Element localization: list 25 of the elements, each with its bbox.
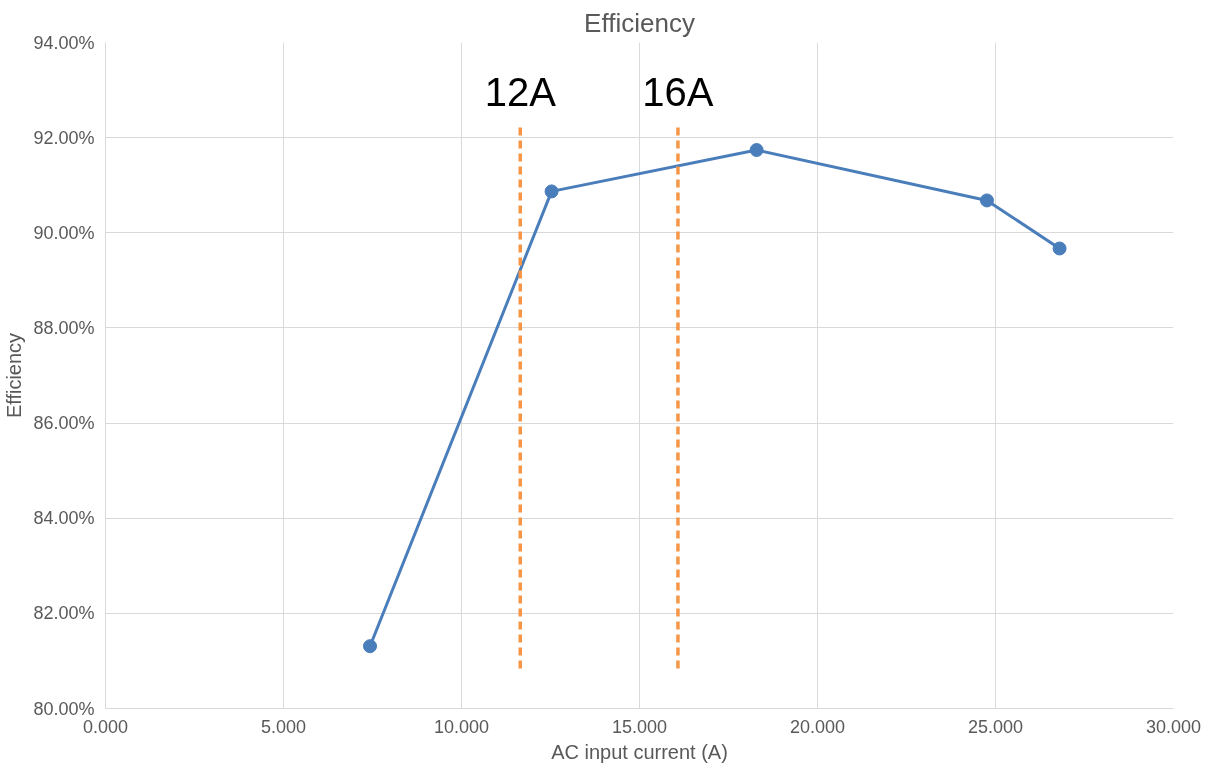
x-tick-label: 30.000 — [1145, 716, 1202, 737]
y-tick-label: 88.00% — [33, 317, 95, 338]
y-tick-label: 80.00% — [33, 698, 95, 719]
x-axis-title: AC input current (A) — [551, 740, 728, 763]
y-tick-label: 82.00% — [33, 603, 95, 624]
y-axis-title: Efficiency — [3, 332, 26, 419]
x-tick-label: 10.000 — [433, 716, 490, 737]
x-tick-label: 5.000 — [260, 716, 307, 737]
y-tick-label: 84.00% — [33, 508, 95, 529]
point — [1052, 241, 1067, 256]
y-tick-label: 92.00% — [33, 127, 95, 148]
ref-line-label: 12A — [484, 70, 557, 115]
y-tick-label: 86.00% — [33, 413, 95, 434]
y-tick-label: 94.00% — [33, 32, 95, 53]
point — [749, 143, 764, 157]
x-tick-label: 15.000 — [611, 716, 668, 737]
x-tick-label: 25.000 — [967, 716, 1024, 737]
point — [363, 639, 378, 654]
y-tick-label: 90.00% — [33, 222, 95, 243]
x-tick-label: 0.000 — [82, 716, 129, 737]
chart-title: Efficiency — [584, 7, 695, 38]
x-tick-label: 20.000 — [789, 716, 846, 737]
point — [544, 184, 559, 199]
ref-line-label: 16A — [642, 70, 714, 115]
point — [979, 193, 994, 208]
